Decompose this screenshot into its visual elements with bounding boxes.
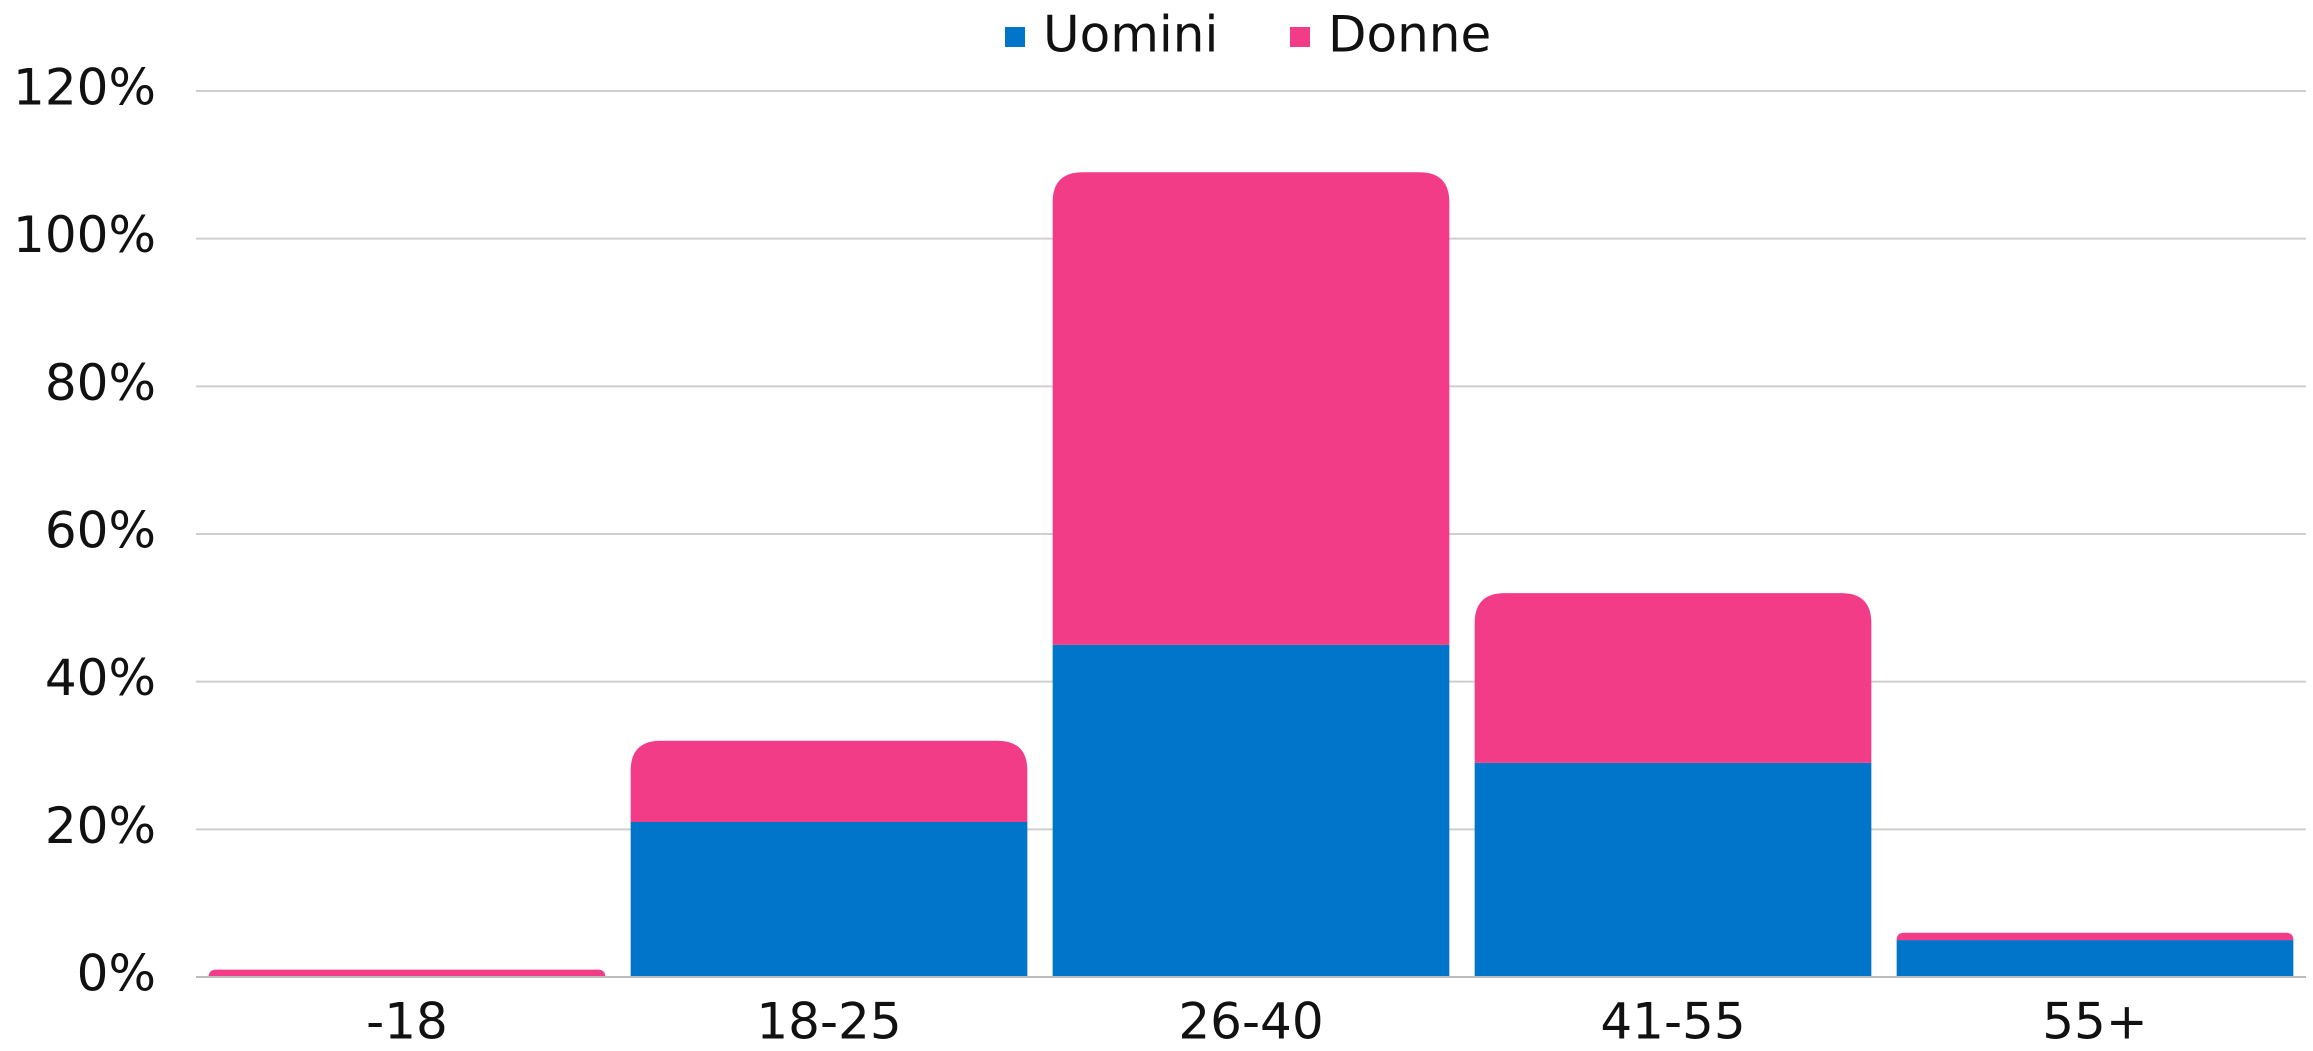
x-tick-label: 55+ <box>2042 993 2148 1051</box>
legend-swatch <box>1290 27 1310 47</box>
bar-segment <box>1896 932 2294 941</box>
x-tick-label: 18-25 <box>756 993 901 1051</box>
legend-label: Donne <box>1328 6 1491 64</box>
bar-segment <box>630 740 1028 822</box>
y-tick-label: 60% <box>45 502 156 560</box>
bar-segment <box>1052 644 1450 977</box>
y-tick-label: 40% <box>45 649 156 707</box>
bar-segment <box>208 969 606 977</box>
y-tick-label: 120% <box>13 59 156 117</box>
x-tick-label: 26-40 <box>1178 993 1323 1051</box>
bar-segment <box>1474 593 1872 763</box>
y-tick-label: 80% <box>45 354 156 412</box>
y-tick-label: 20% <box>45 797 156 855</box>
legend-label: Uomini <box>1043 6 1218 64</box>
bar-segment <box>1896 940 2294 977</box>
bar-segment <box>630 821 1028 977</box>
y-tick-label: 100% <box>13 206 156 264</box>
bar-segment <box>1052 172 1450 645</box>
legend-swatch <box>1005 27 1025 47</box>
bar-segment <box>1474 762 1872 977</box>
x-tick-label: -18 <box>366 993 448 1051</box>
x-tick-label: 41-55 <box>1600 993 1745 1051</box>
y-tick-label: 0% <box>77 945 156 1003</box>
